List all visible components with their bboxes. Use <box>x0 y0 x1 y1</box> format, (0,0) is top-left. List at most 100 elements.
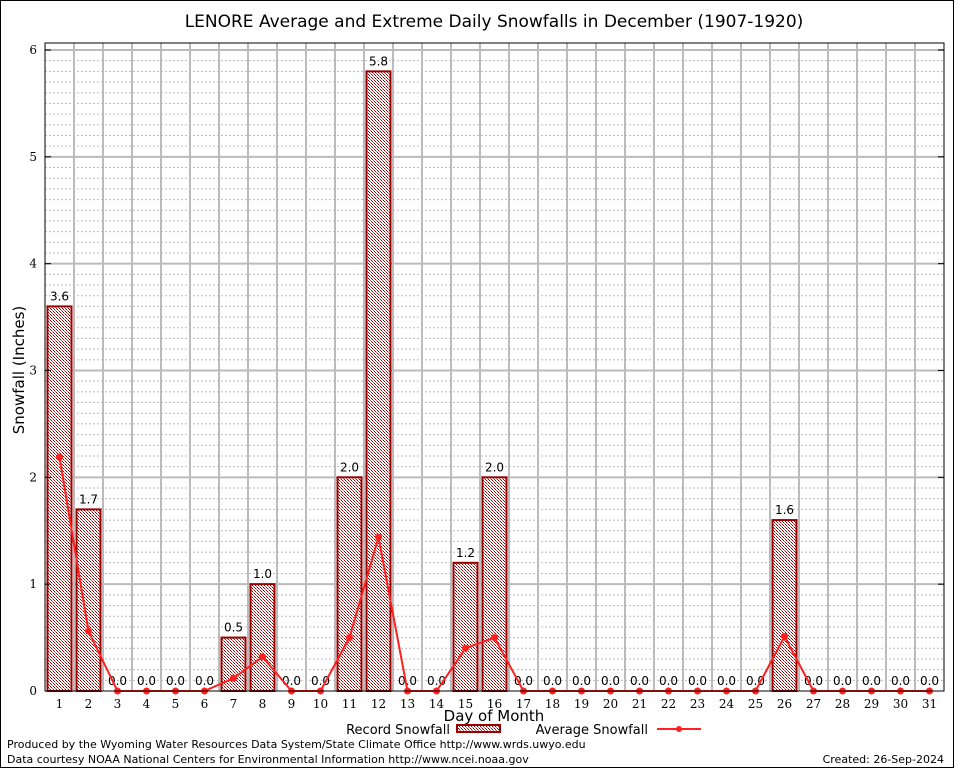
x-tick-label: 10 <box>313 697 328 711</box>
record-bar <box>220 636 247 692</box>
bar-data-label: 1.2 <box>456 546 475 560</box>
bar-data-label: 1.0 <box>253 567 272 581</box>
x-tick-label: 19 <box>574 697 589 711</box>
bars: 3.6 1.7 0.0 0.0 0.0 0.0 0.5 1.0 0.0 0.0 2.0 5.8 0.0 0… <box>46 54 939 693</box>
bar-data-label: 0.5 <box>224 621 243 635</box>
x-tick-label: 29 <box>864 697 879 711</box>
average-point <box>781 633 788 641</box>
bar-data-label: 0.0 <box>311 674 330 688</box>
bar-data-label: 0.0 <box>717 674 736 688</box>
legend: Record Snowfall Average Snowfall <box>346 723 701 738</box>
bar-data-label: 1.6 <box>775 503 794 517</box>
bar-data-label: 0.0 <box>920 674 939 688</box>
legend-average-label: Average Snowfall <box>536 723 648 738</box>
record-bar <box>75 508 102 692</box>
bar-data-label: 0.0 <box>137 674 156 688</box>
bar-data-label: 0.0 <box>398 674 417 688</box>
average-point <box>462 644 469 652</box>
x-tick-label: 9 <box>288 697 296 711</box>
bar-data-label: 0.0 <box>514 674 533 688</box>
bar-data-label: 0.0 <box>630 674 649 688</box>
bar-data-label: 0.0 <box>804 674 823 688</box>
chart-title: LENORE Average and Extreme Daily Snowfal… <box>185 12 804 32</box>
legend-average-marker <box>676 726 682 732</box>
x-tick-label: 2 <box>85 697 93 711</box>
bar-data-label: 0.0 <box>166 674 185 688</box>
x-tick-label: 28 <box>835 697 850 711</box>
x-tick-label: 26 <box>777 697 792 711</box>
bar-data-label: 0.0 <box>543 674 562 688</box>
bar-data-label: 1.7 <box>79 492 98 506</box>
x-tick-label: 21 <box>632 697 647 711</box>
x-tick-label: 6 <box>201 697 209 711</box>
y-tick-label: 1 <box>29 577 37 591</box>
bar-data-label: 0.0 <box>601 674 620 688</box>
x-axis-label: Day of Month <box>444 707 545 725</box>
x-tick-label: 12 <box>371 697 386 711</box>
bar-data-label: 0.0 <box>688 674 707 688</box>
bar-data-label: 5.8 <box>369 54 388 68</box>
bar-data-label: 2.0 <box>340 460 359 474</box>
footer-created: Created: 26-Sep-2024 <box>823 753 944 766</box>
average-point <box>56 453 63 461</box>
x-tick-label: 22 <box>661 697 676 711</box>
bar-data-label: 0.0 <box>659 674 678 688</box>
y-tick-label: 4 <box>29 257 37 271</box>
average-point <box>259 653 266 661</box>
average-point <box>375 533 382 541</box>
plot-border <box>44 42 945 692</box>
x-tick-label: 18 <box>545 697 560 711</box>
record-bar <box>249 583 276 693</box>
bar-data-label: 0.0 <box>572 674 591 688</box>
footer-data-courtesy: Data courtesy NOAA National Centers for … <box>7 753 529 766</box>
average-point <box>85 627 92 635</box>
x-tick-label: 31 <box>922 697 937 711</box>
bar-data-label: 0.0 <box>746 674 765 688</box>
average-point <box>491 634 498 642</box>
x-tick-label: 16 <box>487 697 502 711</box>
x-tick-label: 20 <box>603 697 618 711</box>
bar-data-label: 3.6 <box>50 289 69 303</box>
bar-data-label: 0.0 <box>108 674 127 688</box>
legend-record-label: Record Snowfall <box>346 723 450 738</box>
x-tick-label: 24 <box>719 697 735 711</box>
x-tick-label: 25 <box>748 697 763 711</box>
x-tick-label: 3 <box>114 697 122 711</box>
y-axis-label: Snowfall (Inches) <box>10 306 28 434</box>
x-tick-label: 11 <box>342 697 357 711</box>
average-point <box>230 674 237 682</box>
x-tick-label: 27 <box>806 697 821 711</box>
x-tick-label: 15 <box>458 697 473 711</box>
x-tick-label: 1 <box>56 697 64 711</box>
record-bar <box>365 70 392 693</box>
bar-data-label: 0.0 <box>195 674 214 688</box>
bar-data-label: 0.0 <box>833 674 852 688</box>
bar-data-label: 2.0 <box>485 460 504 474</box>
legend-record-swatch <box>456 724 501 733</box>
x-tick-label: 30 <box>893 697 908 711</box>
bar-data-label: 0.0 <box>891 674 910 688</box>
bar-data-label: 0.0 <box>862 674 881 688</box>
bar-data-label: 0.0 <box>282 674 301 688</box>
x-tick-label: 7 <box>230 697 238 711</box>
x-tick-label: 14 <box>429 697 445 711</box>
x-tick-label: 8 <box>259 697 267 711</box>
record-bar <box>452 561 479 692</box>
record-bar <box>46 305 73 692</box>
record-bar <box>771 519 798 692</box>
y-tick-label: 0 <box>29 684 37 698</box>
average-point <box>346 634 353 642</box>
x-tick-label: 13 <box>400 697 415 711</box>
y-tick-label: 6 <box>29 43 37 57</box>
footer-produced-by: Produced by the Wyoming Water Resources … <box>7 738 586 751</box>
x-tick-label: 23 <box>690 697 705 711</box>
record-bar <box>481 476 508 693</box>
record-bar <box>336 476 363 693</box>
y-tick-label: 5 <box>29 150 37 164</box>
x-tick-label: 5 <box>172 697 180 711</box>
x-tick-label: 4 <box>143 697 151 711</box>
x-tick-label: 17 <box>516 697 531 711</box>
